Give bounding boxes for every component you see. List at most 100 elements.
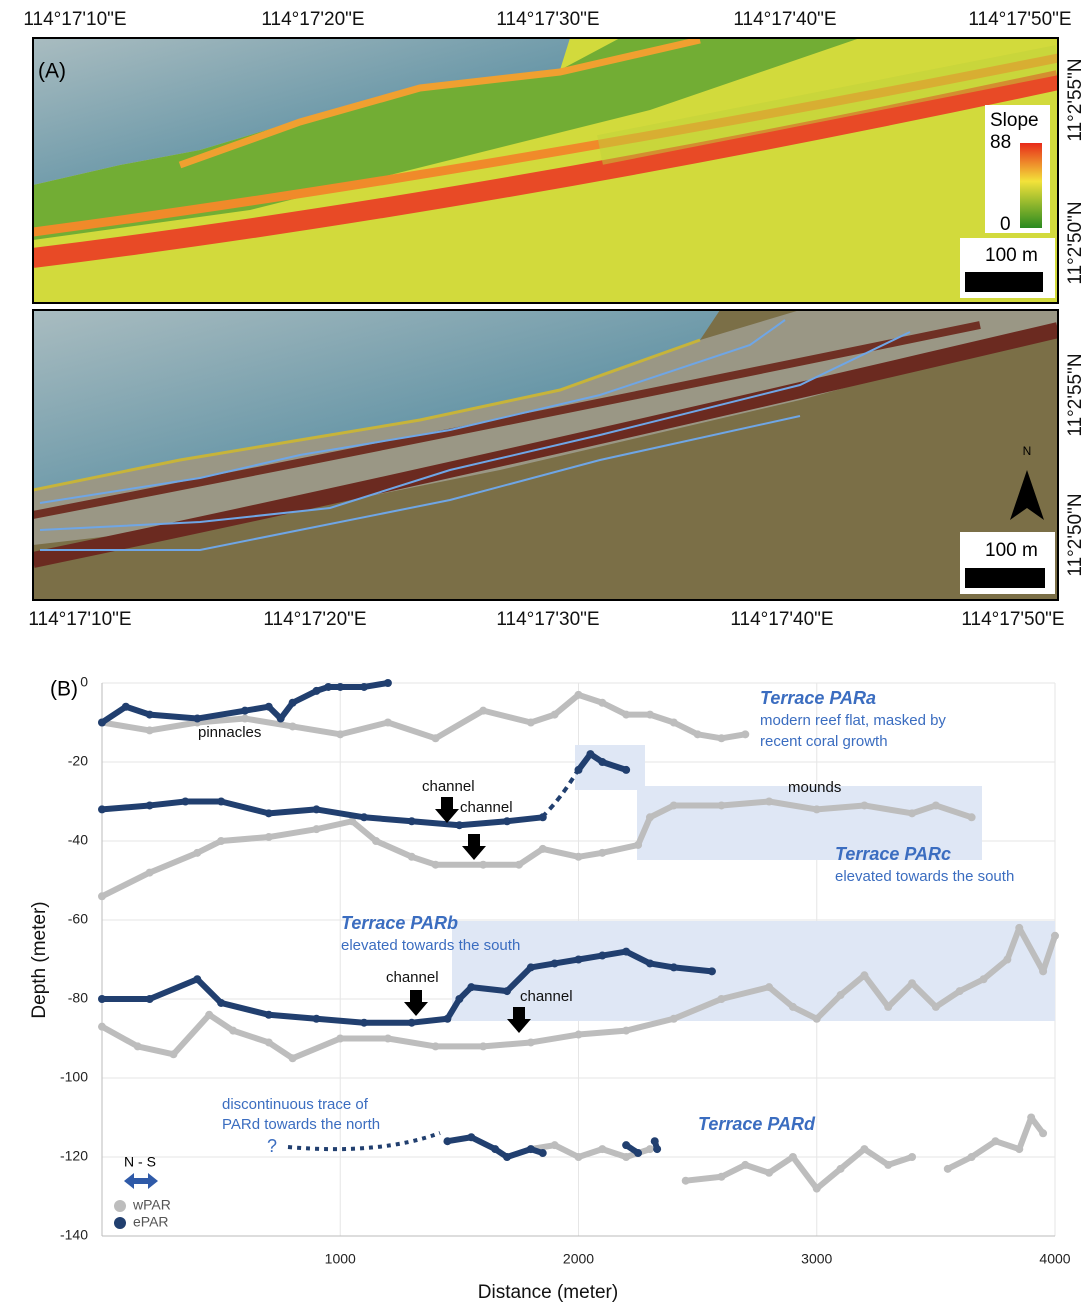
arrow (435, 797, 459, 823)
legend-max: 88 (990, 132, 1011, 153)
data-point (360, 1019, 368, 1027)
data-point (539, 845, 547, 853)
data-point (229, 1027, 237, 1035)
longitude: 114°17'20"E (261, 9, 364, 30)
annotation: pinnacles (198, 724, 261, 741)
y-tick-label: -80 (68, 990, 88, 1006)
legend-label: wPAR (132, 1197, 171, 1213)
direction-arrow (124, 1173, 158, 1189)
legend-title: Slope (990, 110, 1039, 131)
longitude: 114°17'20"E (263, 609, 366, 630)
figure: N (A) Slope 88 0 100 m 100 m 114°17'10"E… (0, 0, 1092, 1306)
data-point (1015, 1145, 1023, 1153)
data-point (1039, 1129, 1047, 1137)
panel-label: (A) (38, 60, 66, 83)
data-point (837, 991, 845, 999)
data-point (598, 758, 606, 766)
data-point (146, 995, 154, 1003)
data-point (384, 679, 392, 687)
y-tick-label: -40 (68, 832, 88, 848)
data-point (765, 798, 773, 806)
annotation: Terrace PARc (835, 844, 951, 864)
data-point (146, 711, 154, 719)
data-point (598, 952, 606, 960)
data-point (670, 719, 678, 727)
longitude: 114°17'40"E (733, 9, 836, 30)
data-point (146, 869, 154, 877)
data-point (908, 979, 916, 987)
annotation: PARd towards the north (222, 1116, 380, 1133)
data-point (598, 699, 606, 707)
direction-label: N - S (124, 1154, 156, 1170)
data-point (503, 987, 511, 995)
data-point (372, 837, 380, 845)
data-point (551, 711, 559, 719)
longitude: 114°17'30"E (496, 9, 599, 30)
data-point (277, 715, 285, 723)
data-point (908, 809, 916, 817)
data-point (1027, 1114, 1035, 1122)
data-point (682, 1177, 690, 1185)
data-point (98, 719, 106, 727)
data-point (312, 687, 320, 695)
data-point (432, 861, 440, 869)
terrace-map (33, 310, 1058, 600)
data-point (622, 948, 630, 956)
data-point (289, 1054, 297, 1062)
annotation: Terrace PARd (698, 1114, 816, 1134)
data-point (813, 1185, 821, 1193)
data-point (324, 683, 332, 691)
latitude: 11°2'50"N (1065, 493, 1086, 576)
data-point (336, 683, 344, 691)
annotation: recent coral growth (760, 733, 888, 750)
data-point (598, 849, 606, 857)
data-point (336, 730, 344, 738)
data-point (146, 726, 154, 734)
x-tick-label: 4000 (1039, 1251, 1070, 1267)
data-point (312, 1015, 320, 1023)
data-point (479, 707, 487, 715)
data-point (622, 711, 630, 719)
slope-scale (1020, 143, 1042, 228)
data-point (98, 1023, 106, 1031)
annotation: channel (386, 969, 439, 986)
annotation: Terrace PARa (760, 688, 876, 708)
arrow (462, 834, 486, 860)
data-point (575, 956, 583, 964)
data-point (1015, 924, 1023, 932)
longitude: 114°17'50"E (961, 609, 1064, 630)
data-point (312, 825, 320, 833)
data-point (646, 711, 654, 719)
x-tick-label: 3000 (801, 1251, 832, 1267)
data-point (622, 1141, 630, 1149)
data-point (634, 841, 642, 849)
data-point (575, 853, 583, 861)
data-point (622, 1027, 630, 1035)
data-point (193, 975, 201, 983)
data-point (944, 1165, 952, 1173)
data-point (360, 813, 368, 821)
data-point (455, 821, 463, 829)
latitude: 11°2'50"N (1065, 201, 1086, 284)
data-point (241, 715, 249, 723)
data-point (884, 1161, 892, 1169)
data-point (217, 798, 225, 806)
data-point (515, 861, 523, 869)
data-point (479, 861, 487, 869)
data-point (1039, 967, 1047, 975)
annotation: modern reef flat, masked by (760, 712, 946, 729)
data-point (169, 1050, 177, 1058)
data-point (503, 1153, 511, 1161)
data-point (539, 1149, 547, 1157)
legend-min: 0 (1000, 214, 1011, 235)
data-point (312, 805, 320, 813)
data-point (1003, 956, 1011, 964)
longitude: 114°17'10"E (28, 609, 131, 630)
data-point (717, 995, 725, 1003)
data-point (98, 805, 106, 813)
annotation: channel (422, 778, 475, 795)
terrace-box (452, 921, 1055, 1021)
latitude: 11°2'55"N (1065, 58, 1086, 141)
data-point (670, 963, 678, 971)
data-point (932, 801, 940, 809)
